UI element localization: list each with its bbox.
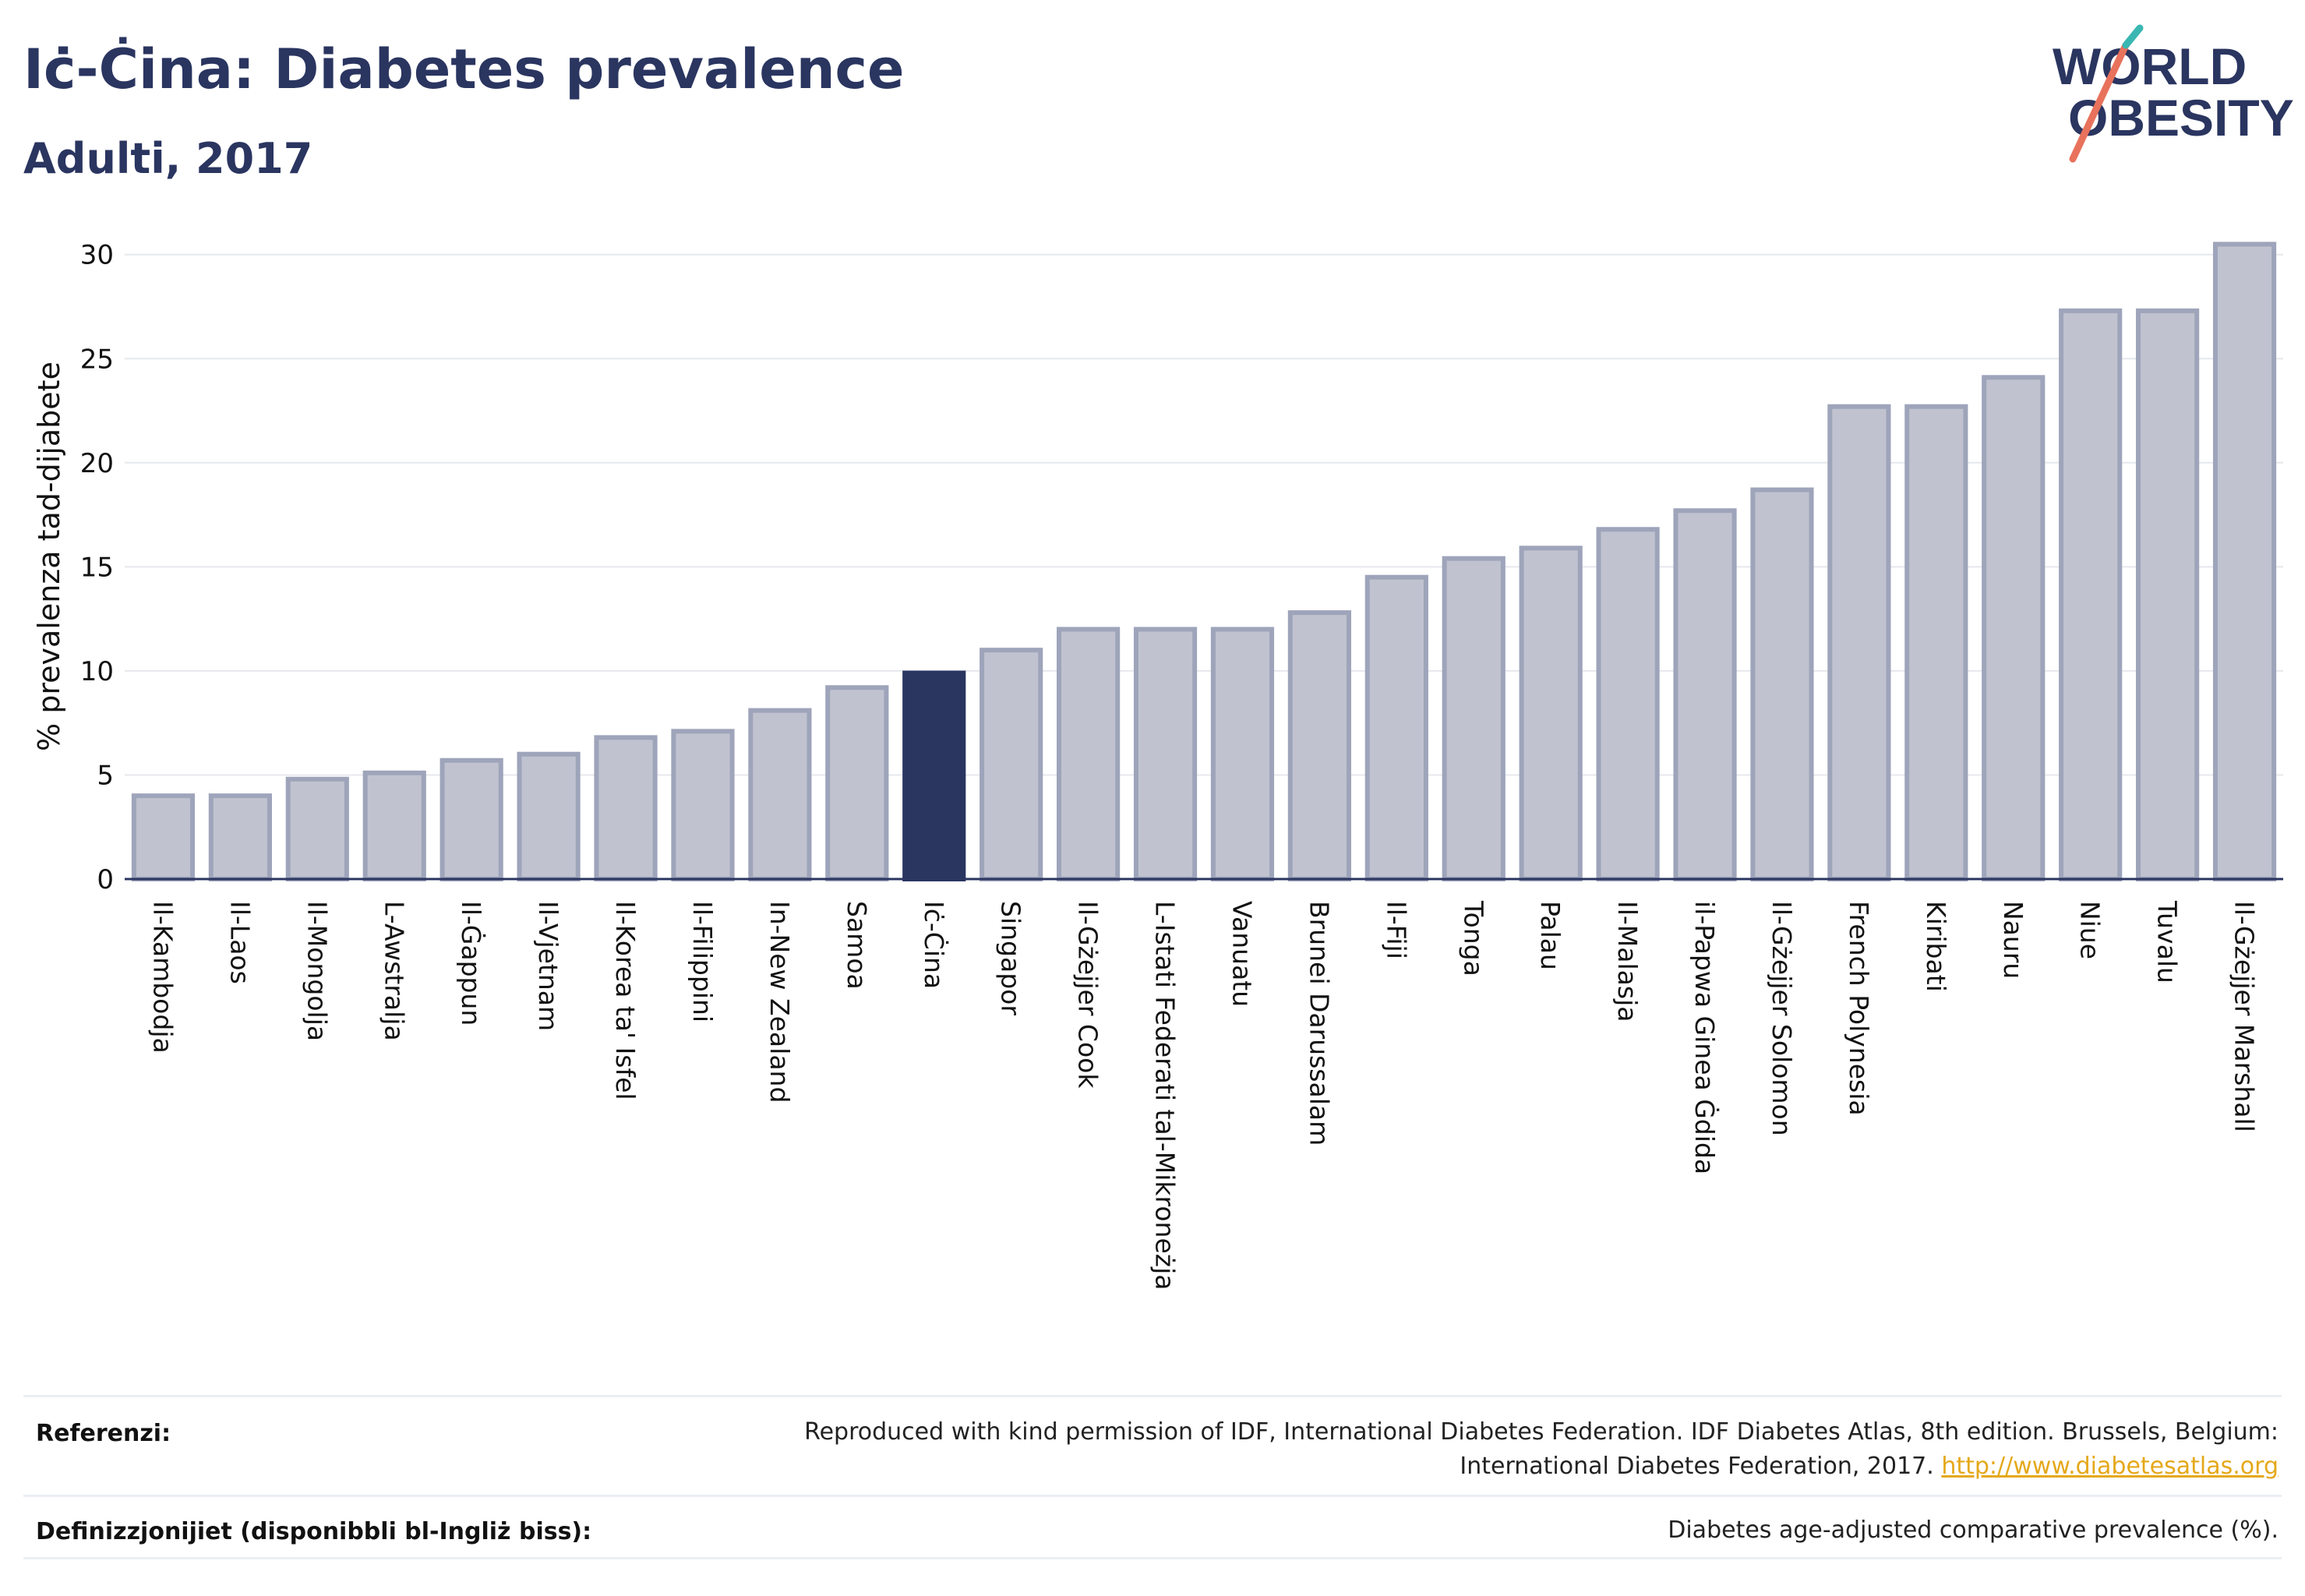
x-tick-label: Singapor [996, 901, 1026, 1015]
bar [131, 793, 196, 882]
world-obesity-logo: WORLD OBESITY [2053, 24, 2294, 163]
x-tick-label: Vanuatu [1227, 901, 1257, 1007]
bar [439, 757, 503, 881]
x-tick-label: Il-Fiji [1381, 901, 1411, 959]
bar [980, 648, 1043, 881]
x-axis-tick-labels: Il-Kambodja Il-Laos Il-Mongolja L-Awstralja… [147, 900, 2259, 1290]
x-tick-label: Nauru [1998, 901, 2028, 979]
bar [285, 776, 349, 881]
x-tick-label: Il-Vjetnam [533, 901, 563, 1031]
x-tick-label: Iċ-Ċina [919, 901, 950, 989]
bar [1827, 404, 1891, 881]
y-tick-label: 20 [80, 448, 114, 479]
logo-line-2: OBESITY [2068, 89, 2294, 147]
x-tick-label: Il-Korea ta' Isfel [610, 901, 641, 1100]
x-tick-label: Il-Gżejjer Cook [1073, 901, 1103, 1089]
y-tick-label: 5 [97, 760, 114, 791]
bar [1982, 375, 2046, 882]
x-tick-label: L-Istati Federati tal-Mikroneżja [1150, 901, 1181, 1290]
definitions-text: Diabetes age-adjusted comparative preval… [1668, 1517, 2279, 1544]
y-tick-label: 15 [80, 552, 114, 583]
x-tick-label: Tonga [1458, 900, 1488, 976]
y-tick-label: 25 [80, 344, 114, 375]
page-title: Iċ-Ċina: Diabetes prevalence [23, 37, 905, 101]
bar [1364, 574, 1428, 881]
y-axis-ticks: 0 5 10 15 20 25 30 [80, 240, 114, 895]
footer-divider-top [23, 1395, 2282, 1397]
bar [1057, 627, 1121, 882]
x-tick-label: il-Papwa Ginea Ġdida [1689, 901, 1721, 1174]
bar [2059, 308, 2123, 881]
x-tick-label: Tuvalu [2152, 900, 2183, 983]
references-label: Referenzi: [36, 1420, 171, 1447]
logo-line-1: WORLD [2053, 37, 2247, 95]
y-tick-label: 0 [97, 864, 114, 895]
bar [1596, 527, 1660, 881]
bar [902, 670, 966, 882]
x-tick-label: Il-Filippini [687, 901, 718, 1022]
x-tick-label: Il-Mongolja [302, 901, 332, 1041]
bar [2136, 308, 2200, 881]
bar [1673, 508, 1737, 881]
bar [1519, 546, 1583, 881]
x-tick-label: Il-Ġappun [456, 901, 487, 1026]
bar [1442, 556, 1505, 881]
bar [671, 729, 735, 881]
x-tick-label: L-Awstralja [379, 901, 409, 1041]
bar [1750, 487, 1814, 882]
y-tick-label: 10 [80, 656, 114, 687]
page-subtitle: Adulti, 2017 [23, 134, 313, 183]
definitions-label: Definizzjonijiet (disponibbli bl-Ingliż … [36, 1518, 592, 1545]
bar [748, 708, 812, 881]
x-tick-label: Samoa [842, 901, 872, 990]
x-tick-label: Il-Malasja [1612, 901, 1643, 1022]
references-line-2-text: International Diabetes Federation, 2017. [1460, 1453, 1934, 1480]
y-axis-label: % prevalenza tad-dijabete [32, 362, 66, 751]
bar [362, 770, 426, 881]
x-tick-label: Il-Laos [224, 901, 255, 984]
references-line-1: Reproduced with kind permission of IDF, … [804, 1418, 2279, 1446]
references-link[interactable]: http://www.diabetesatlas.org [1941, 1453, 2279, 1480]
bar [1287, 610, 1351, 882]
x-tick-label: Palau [1535, 901, 1565, 970]
bar [1904, 404, 1968, 881]
bar-chart: 0 5 10 15 20 25 30 Il-Kambodja Il-Laos Il-Mongol… [32, 240, 2283, 1290]
x-tick-label: Il-Kambodja [147, 901, 178, 1054]
x-tick-label: Brunei Darussalam [1304, 901, 1334, 1146]
footer-divider-bottom [23, 1557, 2282, 1559]
bar [2212, 242, 2277, 881]
x-tick-label: French Polynesia [1844, 901, 1874, 1116]
bar [517, 751, 581, 882]
footer-divider-middle [23, 1495, 2282, 1497]
bar [825, 685, 889, 882]
y-tick-label: 30 [80, 240, 114, 271]
x-tick-label: Il-Gżejjer Marshall [2229, 901, 2260, 1132]
bar [1133, 627, 1198, 882]
bar [1210, 627, 1275, 882]
bars [131, 242, 2277, 882]
x-tick-label: Kiribati [1921, 901, 1951, 992]
references-text: Reproduced with kind permission of IDF, … [804, 1415, 2279, 1484]
references-line-2: International Diabetes Federation, 2017.… [804, 1449, 2279, 1484]
x-tick-label: Niue [2075, 901, 2106, 959]
bar [208, 793, 272, 882]
x-tick-label: In-New Zealand [764, 901, 795, 1103]
bar [594, 735, 658, 882]
x-tick-label: Il-Gżejjer Solomon [1767, 901, 1797, 1136]
